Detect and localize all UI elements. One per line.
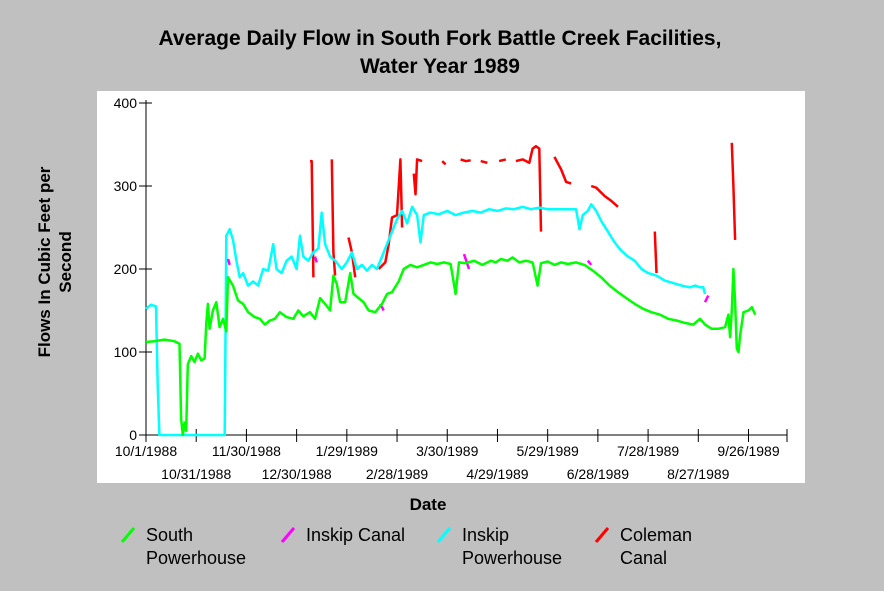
series-line (460, 158, 471, 163)
series-line (412, 158, 423, 196)
legend-item: South Powerhouse (120, 525, 246, 568)
y-tick-label: 300 (114, 178, 138, 194)
series-inskip-powerhouse (145, 203, 707, 437)
series-line (653, 231, 658, 274)
x-axis-title: Date (410, 495, 447, 514)
chart-subtitle: Water Year 1989 (360, 55, 520, 78)
series-south-powerhouse (145, 256, 757, 437)
x-tick-label: 11/30/1988 (212, 443, 281, 459)
y-tick-label: 200 (114, 261, 138, 277)
chart-title: Average Daily Flow in South Fork Battle … (159, 27, 722, 50)
x-tick-label: 12/30/1988 (262, 466, 332, 482)
series-line (553, 156, 572, 185)
axes: 0 100 200 300 400 10/1/1988 10/31/1988 11/30/19… (114, 95, 788, 482)
x-tick-label: 2/28/1989 (366, 466, 428, 482)
x-tick-label: 8/27/1989 (667, 466, 729, 482)
y-tick-label: 0 (129, 427, 137, 443)
legend-swatch (594, 527, 610, 543)
x-tick-label: 10/1/1988 (115, 443, 177, 459)
series-line (730, 142, 737, 240)
series-line (480, 159, 488, 165)
legend-label: Powerhouse (462, 548, 562, 568)
series-line (703, 295, 710, 303)
x-tick-label: 1/29/1989 (316, 443, 378, 459)
series-line (498, 158, 507, 163)
series-line (586, 259, 593, 266)
legend-label: Inskip (462, 525, 509, 545)
y-axis-title-line2: Second (56, 231, 75, 292)
series-line (145, 256, 757, 437)
x-tick-label: 6/28/1989 (567, 466, 629, 482)
x-tick-label: 10/31/1988 (161, 466, 231, 482)
legend-item: Coleman Canal (594, 525, 692, 568)
series-layer (145, 142, 757, 437)
legend-swatch (120, 527, 136, 543)
series-line (310, 159, 315, 278)
series-line (590, 184, 619, 208)
series-line (515, 144, 543, 232)
legend-label: South (146, 525, 193, 545)
x-tick-label: 3/30/1989 (416, 443, 478, 459)
x-tick-label: 7/28/1989 (617, 443, 679, 459)
series-coleman-canal (310, 142, 737, 278)
series-line (462, 253, 471, 270)
x-tick-label: 4/29/1989 (466, 466, 528, 482)
legend-item: Inskip Powerhouse (436, 525, 562, 568)
series-line (330, 159, 337, 276)
series-line (313, 256, 318, 263)
y-axis-title-line1: Flows In Cubic Feet per (35, 166, 54, 357)
y-tick-label: 400 (114, 95, 138, 111)
legend-label: Coleman (620, 525, 692, 545)
legend-label: Inskip Canal (306, 525, 405, 545)
legend-item: Inskip Canal (280, 525, 405, 545)
legend-label: Powerhouse (146, 548, 246, 568)
series-line (441, 160, 447, 166)
x-tick-label: 5/29/1989 (517, 443, 579, 459)
legend-swatch (436, 527, 452, 543)
legend-label: Canal (620, 548, 667, 568)
x-tick-label: 9/26/1989 (717, 443, 779, 459)
legend-swatch (280, 527, 296, 543)
legend: South Powerhouse Inskip Canal Inskip Powerho… (120, 525, 692, 568)
series-line (377, 158, 404, 270)
series-line (145, 203, 707, 437)
y-tick-label: 100 (114, 344, 138, 360)
series-line (226, 258, 231, 266)
